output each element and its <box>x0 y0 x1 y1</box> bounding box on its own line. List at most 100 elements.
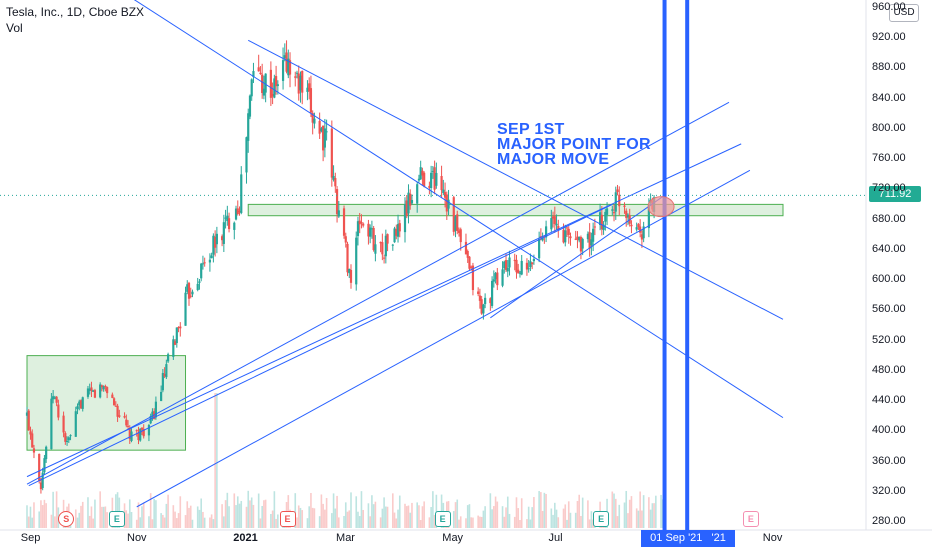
x-tick-label: Mar <box>336 532 355 544</box>
candle-body <box>490 280 494 306</box>
event-marker[interactable]: E <box>593 511 610 527</box>
candle-body <box>588 232 591 249</box>
symbol-title[interactable]: Tesla, Inc., 1D, Cboe BZX <box>6 5 145 19</box>
currency-badge[interactable]: USD <box>889 4 919 22</box>
candle-body <box>41 472 44 489</box>
volume-label[interactable]: Vol <box>6 21 23 35</box>
event-marker[interactable]: E <box>279 511 296 527</box>
event-marker[interactable]: E <box>434 511 451 527</box>
candle-body <box>62 415 65 433</box>
y-tick-label: 880.00 <box>872 61 906 74</box>
volume-bar <box>310 492 312 528</box>
candle-body <box>379 241 382 244</box>
volume-bar <box>102 506 105 528</box>
candle-body <box>477 291 480 294</box>
candle-body <box>259 72 262 74</box>
volume-bar <box>324 509 326 528</box>
candle-body <box>189 295 192 297</box>
event-marker[interactable]: S <box>58 511 75 527</box>
volume-bar <box>176 518 178 528</box>
candle-body <box>313 118 316 124</box>
candle-body <box>564 230 567 243</box>
candle-body <box>163 373 166 377</box>
annotation-text[interactable]: SEP 1ST MAJOR POINT FOR MAJOR MOVE <box>497 122 651 168</box>
volume-bar <box>421 506 424 528</box>
volume-bar <box>270 513 272 528</box>
volume-bar <box>74 509 77 528</box>
candle-body <box>250 79 253 97</box>
event-marker[interactable]: E <box>108 511 125 527</box>
candle-body <box>318 120 321 134</box>
crosshair-date-label: 01 Sep '21 '21 <box>641 530 735 547</box>
candle-body <box>160 391 163 402</box>
candle-body <box>215 233 218 245</box>
candle-body <box>440 175 443 191</box>
y-tick-label: 320.00 <box>872 484 906 497</box>
volume-bar <box>395 518 398 528</box>
volume-bar <box>562 508 565 528</box>
candle-body <box>227 218 231 230</box>
volume-bar <box>43 499 46 528</box>
candle-body <box>445 194 448 212</box>
candle-body <box>306 87 309 92</box>
volume-bar <box>513 516 516 528</box>
volume-bar <box>299 507 302 528</box>
volume-bar <box>393 512 396 528</box>
volume-bar <box>554 502 556 528</box>
candle-body <box>175 327 178 344</box>
volume-bar <box>655 495 657 528</box>
volume-bar <box>76 517 79 528</box>
volume-bar <box>179 496 182 528</box>
volume-bar <box>322 503 324 528</box>
candle-body <box>358 220 361 225</box>
candle-body <box>360 222 363 224</box>
volume-bar <box>367 503 370 528</box>
trendline-1 <box>133 0 784 419</box>
volume-bar <box>357 511 359 528</box>
volume-bar <box>209 517 211 528</box>
candle-body <box>32 448 36 453</box>
candle-body <box>25 412 29 416</box>
volume-bar <box>301 510 304 528</box>
candle-body <box>309 88 313 113</box>
volume-bar <box>191 519 194 528</box>
volume-bar <box>240 500 243 528</box>
event-marker[interactable]: E <box>742 511 759 527</box>
volume-bar <box>618 504 621 528</box>
candle-body <box>161 373 164 391</box>
volume-bar <box>454 502 457 528</box>
candle-body <box>65 440 69 442</box>
candle-body <box>442 189 445 194</box>
volume-bar <box>493 506 495 528</box>
volume-bar <box>566 519 568 528</box>
volume-bar <box>160 513 162 528</box>
candle-body <box>578 236 581 241</box>
candle-body <box>532 259 536 262</box>
candle-body <box>186 284 189 292</box>
candle-body <box>454 216 457 231</box>
candle-body <box>104 385 107 387</box>
candle-body <box>271 93 274 97</box>
volume-bar <box>355 496 358 528</box>
volume-bar <box>130 511 133 528</box>
candle-body <box>52 396 55 400</box>
candle-body <box>31 433 34 448</box>
volume-bar <box>611 491 614 528</box>
volume-bar <box>334 508 337 528</box>
volume-bar <box>296 517 298 528</box>
y-tick-label: 560.00 <box>872 303 906 316</box>
candle-body <box>398 223 401 232</box>
candle-body <box>384 235 387 257</box>
volume-bar <box>576 500 579 528</box>
volume-bar <box>188 507 190 528</box>
candle-body <box>177 327 180 329</box>
candle-body <box>403 204 407 233</box>
volume-bar <box>92 518 94 528</box>
volume-bar <box>423 501 425 528</box>
candle-body <box>496 272 499 286</box>
y-tick-label: 960.00 <box>872 0 906 13</box>
candle-body <box>611 209 614 211</box>
candle-body <box>478 295 482 301</box>
